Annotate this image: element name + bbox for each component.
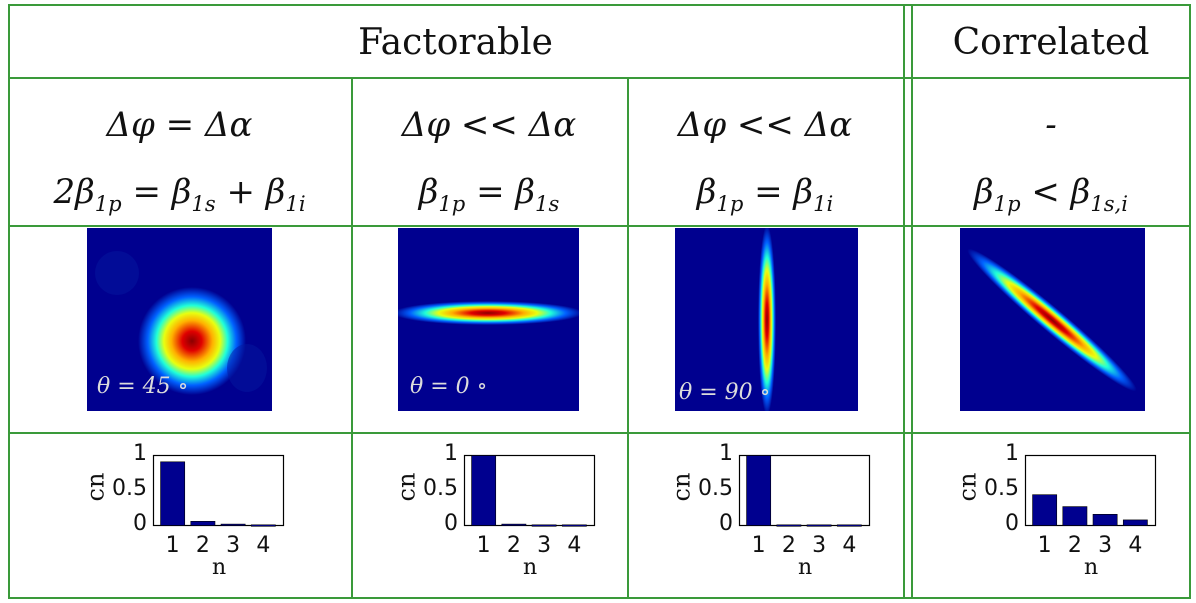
x-tick-4: 4 [567,533,582,558]
x-tick-3: 3 [1098,533,1113,558]
intensity-plot-diagonal [960,228,1145,411]
x-tick-3: 3 [812,533,827,558]
y-tick-0.5: 0.5 [984,476,1019,501]
x-axis-label: n [212,555,227,580]
bar-chart-frame [738,454,871,527]
table-divider-col-c1 [903,4,905,599]
table-divider-row2 [8,225,1191,227]
table-border-left [8,4,10,599]
bar-1 [746,455,772,526]
y-tick-0.5: 0.5 [423,476,458,501]
bar-2 [1062,506,1088,526]
bar-chart-frame [1024,454,1157,527]
bar-chart-frame [152,454,285,527]
x-tick-1: 1 [1037,533,1052,558]
table-border-right [1189,4,1191,599]
header-correlated: Correlated [952,22,1150,63]
y-axis-label: cn [667,472,696,502]
bar-chart-svg [152,454,285,527]
x-tick-2: 2 [781,533,796,558]
x-tick-3: 3 [537,533,552,558]
bar-chart-1: 1 2 3 4 0 0.5 1 cn n [81,441,285,580]
y-tick-1: 1 [1005,441,1019,466]
condition-1-line1: Δφ = Δα [106,105,253,145]
condition-3-line2: β1p = β1i [696,172,834,216]
y-tick-0.5: 0.5 [112,476,147,501]
y-axis-label: cn [392,472,421,502]
bar-4 [250,524,276,527]
table-divider-col-c2 [911,4,913,599]
x-tick-1: 1 [165,533,180,558]
condition-1-line2: 2β1p = β1s + β1i [53,172,306,216]
y-axis-label: cn [953,472,982,502]
y-tick-0: 0 [1005,511,1019,536]
x-tick-2: 2 [1067,533,1082,558]
theta-label-1: θ = 45 ∘ [97,374,189,399]
bar-1 [1032,494,1058,526]
bar-chart-3: 1 2 3 4 0 0.5 1 cn n [667,441,871,580]
bar-3 [531,524,557,527]
x-tick-2: 2 [506,533,521,558]
bar-4 [836,524,862,527]
condition-4-line2: β1p < β1s,i [974,172,1128,216]
condition-2-line2: β1p = β1s [418,172,560,216]
bar-4 [561,524,587,527]
condition-4-line1: - [1045,105,1057,145]
bar-1 [471,455,497,526]
bar-2 [776,524,802,527]
bar-chart-svg [463,454,596,527]
bar-3 [806,524,832,527]
intensity-plot-vertical: θ = 90 ∘ [675,228,858,411]
condition-3-line1: Δφ << Δα [677,105,853,145]
x-axis-label: n [1084,555,1099,580]
table-divider-row1 [8,77,1191,79]
table-divider-row3 [8,432,1191,434]
x-tick-2: 2 [195,533,210,558]
y-tick-0: 0 [444,511,458,536]
x-tick-4: 4 [842,533,857,558]
theta-label-3: θ = 90 ∘ [679,380,771,405]
bar-chart-svg [1024,454,1157,527]
bar-chart-4: 1 2 3 4 0 0.5 1 cn n [953,441,1157,580]
x-tick-4: 4 [256,533,271,558]
y-tick-0: 0 [719,511,733,536]
bar-3 [220,523,246,526]
x-tick-4: 4 [1128,533,1143,558]
y-tick-1: 1 [133,441,147,466]
x-tick-3: 3 [226,533,241,558]
x-tick-1: 1 [751,533,766,558]
theta-label-2: θ = 0 ∘ [410,374,488,399]
y-axis-label: cn [81,472,110,502]
condition-2-line1: Δφ << Δα [401,105,577,145]
table-border-bottom [8,597,1191,599]
header-factorable: Factorable [358,22,553,63]
y-tick-1: 1 [719,441,733,466]
intensity-plot-horizontal: θ = 0 ∘ [398,228,579,411]
intensity-plot-circle: θ = 45 ∘ [87,228,272,411]
table-divider-col-b [627,77,629,599]
table-border-top [8,4,1191,6]
bar-chart-frame [463,454,596,527]
y-tick-0: 0 [133,511,147,536]
y-tick-0.5: 0.5 [698,476,733,501]
bar-2 [190,521,216,526]
bar-3 [1092,513,1118,526]
bar-1 [160,461,186,526]
x-axis-label: n [798,555,813,580]
table-divider-col-a [351,77,353,599]
y-tick-1: 1 [444,441,458,466]
x-tick-1: 1 [476,533,491,558]
bar-4 [1122,519,1148,526]
bar-2 [501,523,527,526]
x-axis-label: n [523,555,538,580]
bar-chart-svg [738,454,871,527]
bar-chart-2: 1 2 3 4 0 0.5 1 cn n [392,441,596,580]
